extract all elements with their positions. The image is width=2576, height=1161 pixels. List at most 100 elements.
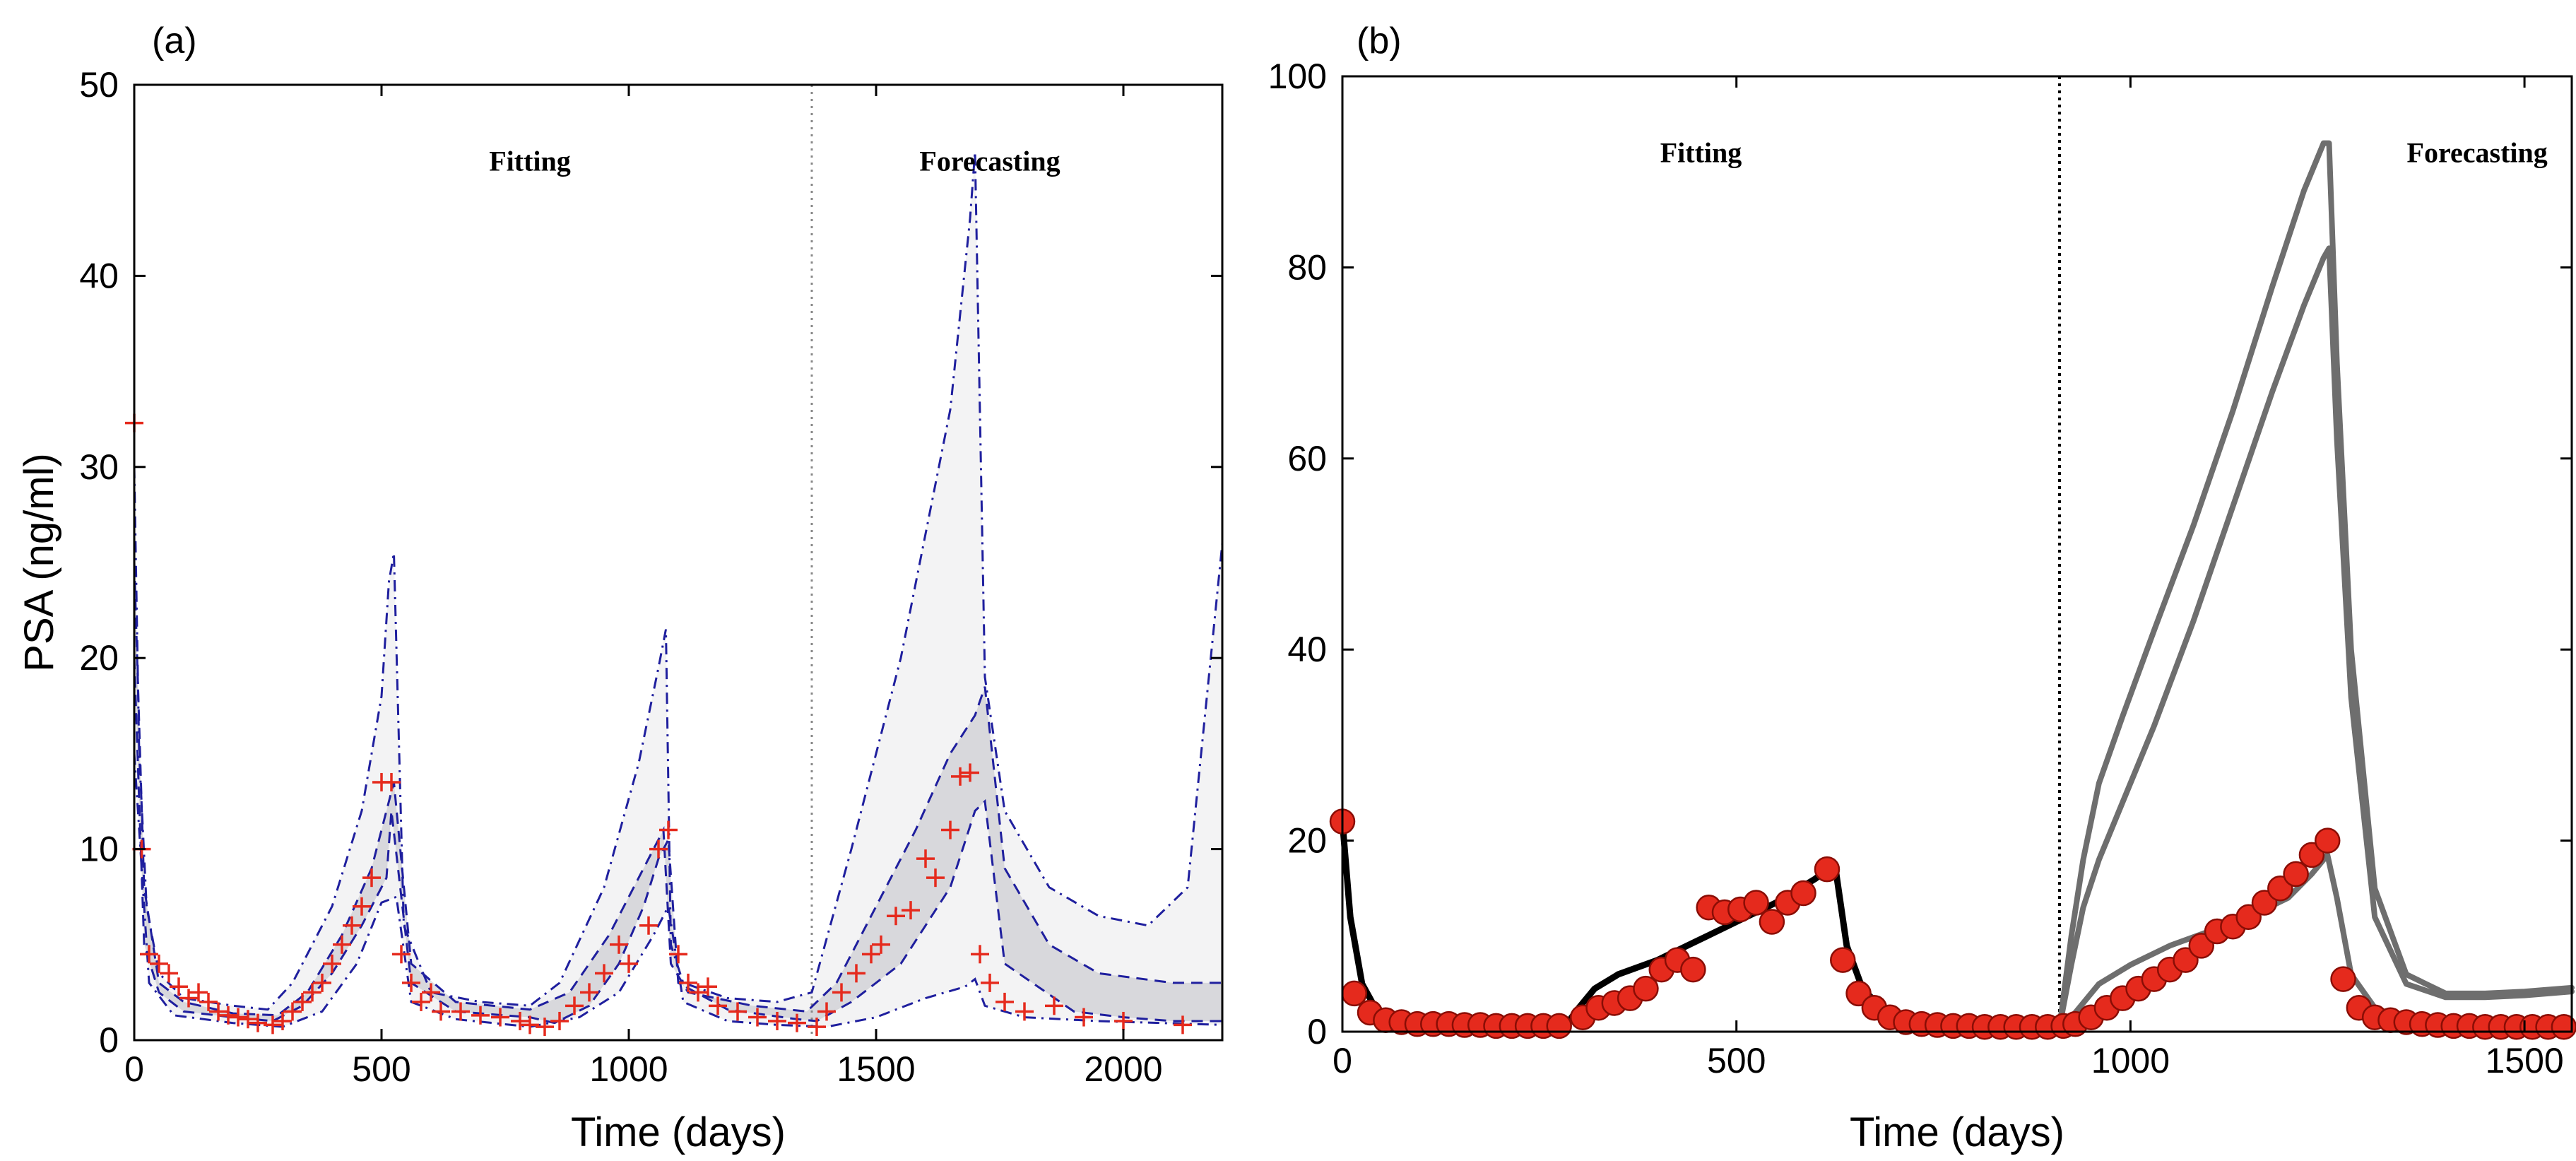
panel-a-data-point <box>283 1002 302 1021</box>
panel-a-data-point <box>179 989 198 1008</box>
panel-a-data-point <box>679 973 697 992</box>
panel-a-x-axis-title: Time (days) <box>571 1109 786 1155</box>
panel-a-data-point <box>189 983 208 1002</box>
panel-a-label: (a) <box>152 20 197 61</box>
panel-a-data-point <box>402 973 420 992</box>
panel-a-data-point <box>219 1006 237 1025</box>
panel-b-x-tick-label: 0 <box>1333 1041 1352 1080</box>
panel-b-x-ticks: 0 500 1000 1500 <box>1333 76 2564 1080</box>
panel-a-data-point <box>832 983 851 1002</box>
panel-a-y-tick-label: 50 <box>79 65 119 105</box>
panel-a-data-point <box>1174 1015 1192 1035</box>
panel-a-y-tick-label: 20 <box>79 638 119 678</box>
panel-a-y-ticks: 0 10 20 30 40 50 <box>79 65 1222 1060</box>
panel-a-x-tick-label: 0 <box>124 1049 144 1089</box>
panel-a-data-point <box>659 820 678 839</box>
panel-a-data-point <box>916 849 935 868</box>
panel-b-data-point <box>1341 980 1367 1007</box>
panel-a-data-point <box>323 954 341 973</box>
panel-a-data-point <box>140 945 158 964</box>
panel-a-data-point <box>580 983 598 1002</box>
panel-a-data-point <box>872 935 890 954</box>
panel-b-y-ticks: 0 20 40 60 80 100 <box>1268 57 2572 1051</box>
panel-a-x-tick-label: 2000 <box>1084 1049 1162 1089</box>
panel-b-data-point <box>1743 890 1769 916</box>
panel-a-data-point <box>748 1008 767 1027</box>
panel-a-data-point <box>491 1008 509 1027</box>
panel-a-data-markers <box>125 413 1192 1037</box>
panel-b-label: (b) <box>1357 20 1402 61</box>
panel-a-data-point <box>902 901 920 920</box>
panel-a-data-point <box>392 945 410 964</box>
panel-a-data-point <box>353 897 371 916</box>
panel-a-data-point <box>333 935 351 954</box>
panel-a-data-point <box>293 992 312 1011</box>
panel-a-data-point <box>199 992 218 1011</box>
panel-a-data-point <box>550 1011 569 1030</box>
panel-a-y-tick-label: 40 <box>79 256 119 295</box>
panel-a-data-point <box>709 996 727 1015</box>
panel-a-data-point <box>343 916 361 935</box>
panel-a-data-point <box>471 1006 490 1025</box>
panel-a-y-tick-label: 10 <box>79 830 119 869</box>
panel-a-band-upper-quantile <box>133 562 1222 1017</box>
panel-a-data-point <box>610 935 628 954</box>
panel-b-data-point <box>1830 947 1856 973</box>
panel-b-x-tick-label: 500 <box>1707 1041 1766 1080</box>
panel-a-data-point <box>264 1015 282 1035</box>
panel-b-plot-frame <box>1341 75 2573 1033</box>
panel-a-x-ticks: 0 500 1000 1500 2000 <box>124 85 1163 1089</box>
panel-a-data-point <box>728 1002 747 1021</box>
panel-a-data-point <box>249 1013 267 1032</box>
panel-a-x-tick-label: 1500 <box>837 1049 915 1089</box>
panel-a-inner-density <box>134 562 1222 1023</box>
panel-a-data-point <box>639 916 658 935</box>
panel-a-data-point <box>689 983 707 1002</box>
panel-b-data-point <box>1759 909 1785 935</box>
panel-b-series-forecast-upper <box>2057 140 2575 1030</box>
panel-a-data-point <box>887 907 905 926</box>
panel-b-y-tick-label: 80 <box>1287 247 1327 287</box>
panel-a-data-point <box>808 1018 826 1037</box>
panel-a-y-tick-label: 0 <box>99 1020 119 1060</box>
panel-a-data-point <box>412 992 430 1011</box>
panel-a-data-point <box>511 1011 529 1030</box>
panel-a-data-point <box>971 945 989 964</box>
panel-b-y-tick-label: 40 <box>1287 630 1327 669</box>
panel-a-data-point <box>699 977 717 996</box>
panel-b-fitting-label: Fitting <box>1660 137 1742 169</box>
panel-a-data-point <box>1015 1002 1034 1021</box>
panel-b-data-markers <box>1329 808 2576 1040</box>
panel-a-data-point <box>239 1010 257 1029</box>
panel-b-data-point <box>2314 827 2341 854</box>
panel-a-data-point <box>432 1002 450 1021</box>
panel-a-data-point <box>995 992 1014 1011</box>
panel-b-data-point <box>1814 856 1841 883</box>
panel-a-data-point <box>229 1008 247 1027</box>
panel-a-fitting-label: Fitting <box>489 146 571 177</box>
panel-a-data-point <box>150 954 168 973</box>
panel-a-x-tick-label: 1000 <box>589 1049 668 1089</box>
panel-b-x-axis-title: Time (days) <box>1850 1109 2064 1155</box>
panel-b-forecasting-label: Forecasting <box>2407 137 2548 169</box>
panel-a-forecasting-label: Forecasting <box>919 146 1060 177</box>
panel-a-data-point <box>847 964 865 983</box>
panel-a: (a) 0 500 1000 1500 2000 0 10 20 30 40 50 Fitting… <box>16 20 1224 1155</box>
panel-a-data-point <box>961 763 979 782</box>
panel-a-data-point <box>160 964 178 983</box>
panel-a-data-point <box>303 983 321 1002</box>
panel-b-x-tick-label: 1000 <box>2091 1041 2170 1080</box>
panel-b-y-tick-label: 0 <box>1307 1012 1327 1051</box>
panel-a-data-point <box>565 996 584 1015</box>
panel-b-y-tick-label: 20 <box>1287 821 1327 861</box>
panel-b-y-tick-label: 100 <box>1268 57 1327 96</box>
panel-a-x-tick-label: 500 <box>352 1049 410 1089</box>
panel-b-data-point <box>1680 956 1706 983</box>
panel-b-x-tick-label: 1500 <box>2485 1041 2563 1080</box>
panel-a-data-point <box>595 964 613 983</box>
panel-a-data-point <box>941 820 959 839</box>
panel-a-data-point <box>620 954 638 973</box>
panel-a-data-point <box>981 973 999 992</box>
